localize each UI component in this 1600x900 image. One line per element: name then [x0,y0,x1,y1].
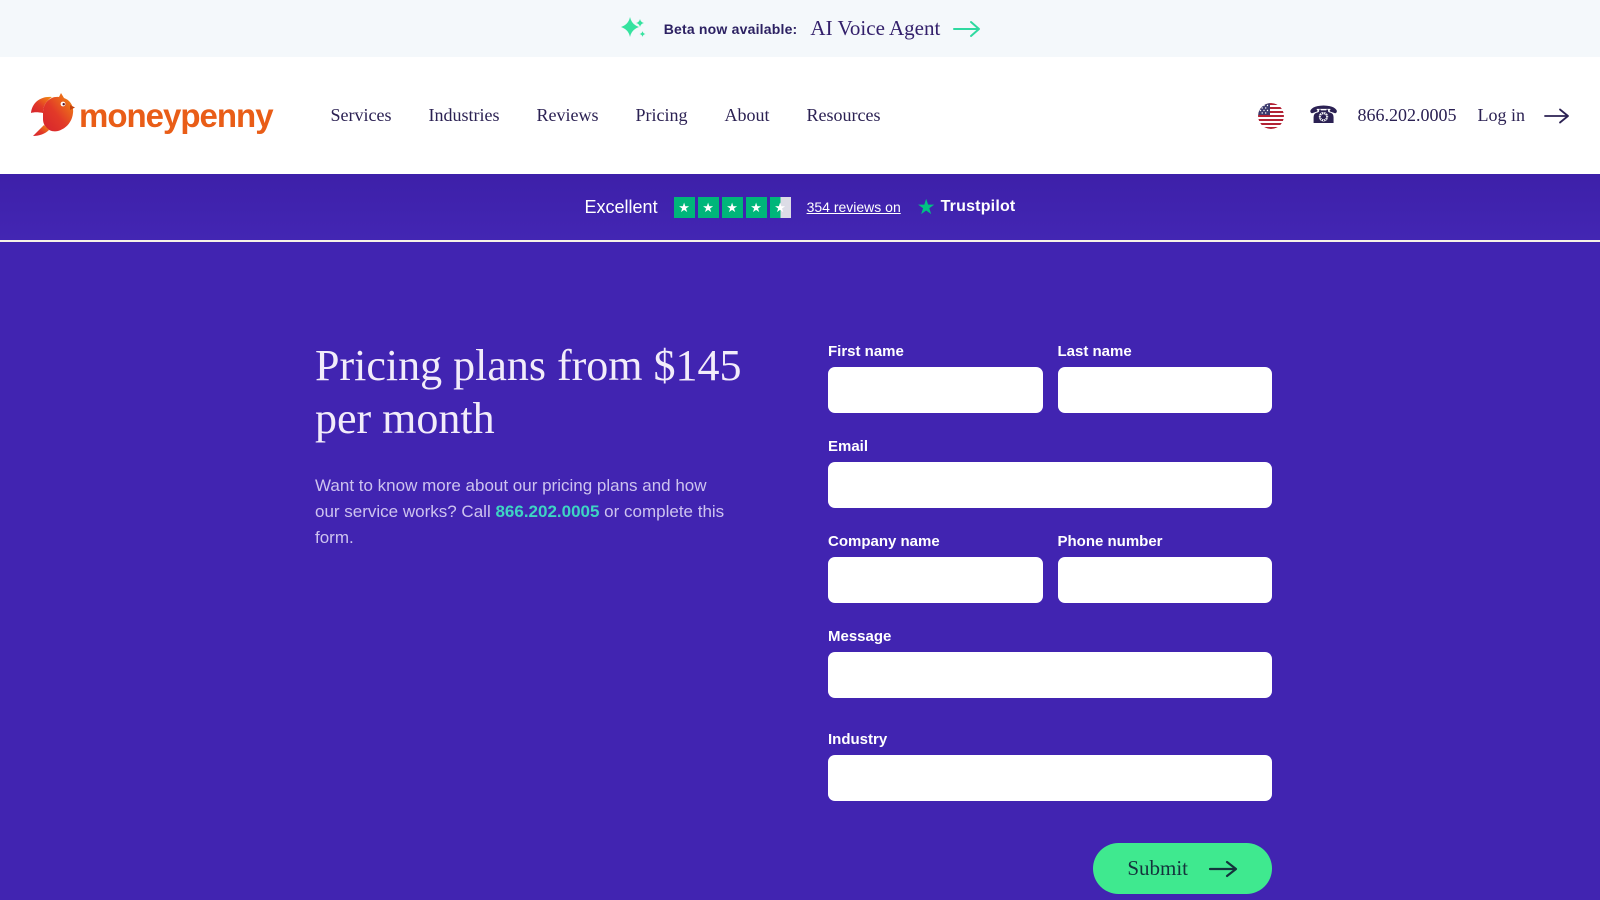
nav-resources[interactable]: Resources [806,105,881,125]
form-row-message: Message [828,629,1272,698]
trustpilot-bar: Excellent ★ ★ ★ ★ ★ 354 reviews on ★ Tru… [0,174,1600,240]
phone-number-field: Phone number [1057,533,1272,603]
trustpilot-stars: ★ ★ ★ ★ ★ [673,196,791,218]
page-title-line-1: Pricing plans from $145 [315,341,742,390]
submit-button-label: Submit [1127,856,1188,880]
phone-icon: ☎ [1308,102,1339,129]
star-icon: ★ [745,196,767,218]
trustpilot-reviews-link[interactable]: 354 reviews on [806,199,901,215]
nav-industries[interactable]: Industries [428,105,500,125]
banner-text: Beta now available: [663,20,798,37]
hero-phone-link[interactable]: 866.202.0005 [495,502,600,521]
company-name-input[interactable] [828,557,1043,603]
trustpilot-logo-text: Trustpilot [940,198,1016,215]
message-input[interactable] [828,652,1272,698]
hero-text-block: Pricing plans from $145 per month Want t… [315,339,742,551]
nav-pricing[interactable]: Pricing [635,105,688,125]
form-row-industry: Industry [828,732,1272,801]
announcement-banner: Beta now available: AI Voice Agent [0,0,1600,57]
company-name-label: Company name [828,533,940,550]
email-input[interactable] [828,462,1272,508]
page-title-line-2: per month [315,394,495,443]
logo-wordmark: moneypenny [79,96,274,134]
trustpilot-logo[interactable]: ★ Trustpilot [917,197,1016,218]
industry-input[interactable] [828,755,1272,801]
banner-link[interactable]: AI Voice Agent [810,16,941,40]
main-nav: Services Industries Reviews Pricing Abou… [331,105,881,126]
message-field: Message [828,629,1272,698]
phone-number-input[interactable] [1057,557,1272,603]
us-flag-icon[interactable] [1257,102,1284,129]
trustpilot-star-icon: ★ [916,195,936,219]
login-link[interactable]: Log in [1477,105,1526,125]
email-field: Email [828,439,1272,508]
first-name-input[interactable] [828,367,1043,413]
hero-body-after: or complete this form. [315,502,725,547]
industry-label: Industry [828,731,888,748]
form-row-email: Email [828,439,1272,508]
page-title: Pricing plans from $145 per month [315,339,742,445]
submit-arrow-icon [1208,860,1238,878]
star-icon: ★ [697,196,719,218]
submit-row: Submit [828,843,1272,894]
form-row-company-phone: Company name Phone number [828,534,1272,603]
login-arrow-icon[interactable] [1544,108,1570,124]
first-name-label: First name [828,343,904,360]
email-label: Email [828,438,869,455]
star-icon: ★ [673,196,695,218]
arrow-right-icon [953,20,981,38]
last-name-field: Last name [1057,343,1272,413]
nav-services[interactable]: Services [330,105,392,125]
message-label: Message [828,628,892,645]
phone-number-label: Phone number [1057,533,1163,550]
contact-form: First name Last name Email Company name … [828,344,1272,894]
last-name-label: Last name [1057,343,1132,360]
header-right-cluster: ☎ 866.202.0005 Log in [1257,102,1570,129]
header-phone-number[interactable]: 866.202.0005 [1357,105,1457,125]
site-header: moneypenny Services Industries Reviews P… [0,57,1600,174]
submit-button[interactable]: Submit [1093,843,1272,894]
nav-reviews[interactable]: Reviews [536,105,599,125]
pricing-hero-section: Pricing plans from $145 per month Want t… [0,242,1600,900]
first-name-field: First name [828,344,1043,413]
nav-about[interactable]: About [724,105,770,125]
cream-divider [0,240,1600,242]
last-name-input[interactable] [1057,367,1272,413]
sparkles-icon [619,14,649,44]
star-icon: ★ [721,196,743,218]
bird-logo-icon [30,91,76,141]
hero-body-before: Want to know more about our pricing plan… [315,476,707,521]
form-row-names: First name Last name [828,344,1272,413]
company-name-field: Company name [828,534,1043,603]
trustpilot-rating-word: Excellent [584,196,658,217]
hero-body-text: Want to know more about our pricing plan… [315,473,727,551]
industry-field: Industry [828,732,1272,801]
half-star-icon: ★ [769,196,791,218]
moneypenny-logo[interactable]: moneypenny [30,91,274,141]
